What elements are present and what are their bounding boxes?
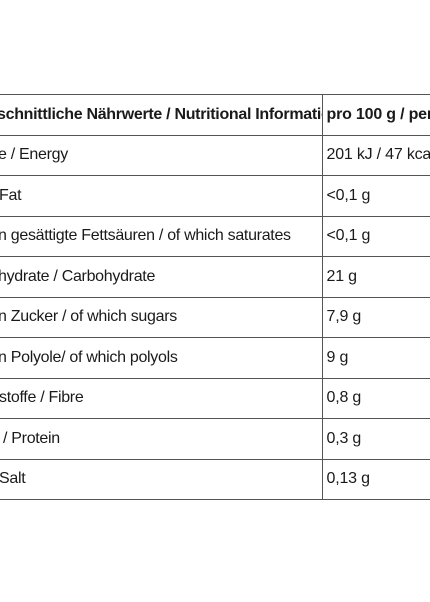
nutrient-label: stoffe / Fibre: [0, 389, 84, 407]
nutrient-label: Salt: [0, 470, 26, 488]
nutrition-table: schnittliche Nährwerte / Nutritional Inf…: [0, 94, 430, 500]
nutrient-value: 21 g: [326, 267, 358, 285]
header-label-cell: schnittliche Nährwerte / Nutritional Inf…: [0, 94, 323, 136]
nutrient-value-cell: 21 g: [321, 256, 430, 298]
header-value-cell: pro 100 g / per 1: [321, 94, 430, 136]
nutrient-value-cell: <0,1 g: [321, 215, 430, 257]
header-label: schnittliche Nährwerte / Nutritional Inf…: [0, 105, 322, 123]
table-row-carbohydrate: hydrate / Carbohydrate 21 g: [0, 256, 430, 298]
nutrient-value: <0,1 g: [326, 227, 371, 245]
nutrient-value-cell: 9 g: [321, 337, 430, 379]
table-row-saturates: n gesättigte Fettsäuren / of which satur…: [0, 215, 430, 257]
nutrient-value: 0,8 g: [326, 389, 362, 407]
nutrient-value-cell: 201 kJ / 47 kcal: [321, 134, 430, 176]
nutrient-label-cell: e / Energy: [0, 134, 323, 176]
nutrient-label-cell: Salt: [0, 458, 323, 500]
nutrient-label: hydrate / Carbohydrate: [0, 267, 156, 285]
nutrient-label-cell: n Zucker / of which sugars: [0, 296, 323, 338]
nutrient-value: 9 g: [326, 348, 349, 366]
nutrient-label: e / Energy: [0, 146, 68, 164]
nutrient-label: n Zucker / of which sugars: [0, 308, 177, 326]
nutrient-label-cell: stoffe / Fibre: [0, 377, 323, 419]
nutrient-label-cell: hydrate / Carbohydrate: [0, 256, 323, 298]
table-header-row: schnittliche Nährwerte / Nutritional Inf…: [0, 94, 430, 136]
nutrient-value-cell: 0,13 g: [321, 458, 430, 500]
table-row-sugars: n Zucker / of which sugars 7,9 g: [0, 296, 430, 338]
nutrient-value-cell: 0,8 g: [321, 377, 430, 419]
table-row-salt: Salt 0,13 g: [0, 458, 430, 500]
nutrient-value-cell: 7,9 g: [321, 296, 430, 338]
table-row-polyols: n Polyole/ of which polyols 9 g: [0, 337, 430, 379]
table-row-fat: Fat <0,1 g: [0, 175, 430, 217]
nutrient-label: Fat: [0, 186, 22, 204]
table-row-fibre: stoffe / Fibre 0,8 g: [0, 377, 430, 419]
nutrient-value: 0,3 g: [326, 429, 362, 447]
nutrient-label: n Polyole/ of which polyols: [0, 348, 178, 366]
nutrient-label: n gesättigte Fettsäuren / of which satur…: [0, 227, 291, 245]
nutrient-value: <0,1 g: [326, 186, 371, 204]
table-row-energy: e / Energy 201 kJ / 47 kcal: [0, 134, 430, 176]
header-value: pro 100 g / per 1: [326, 105, 430, 123]
nutrient-label-cell: n Polyole/ of which polyols: [0, 337, 323, 379]
nutrient-label-cell: n gesättigte Fettsäuren / of which satur…: [0, 215, 323, 257]
nutrient-value: 201 kJ / 47 kcal: [326, 146, 430, 164]
nutrient-label-cell: Fat: [0, 175, 323, 217]
nutrient-value-cell: <0,1 g: [321, 175, 430, 217]
table-row-protein: / Protein 0,3 g: [0, 418, 430, 460]
nutrient-label: / Protein: [3, 429, 60, 447]
nutrient-value: 7,9 g: [326, 308, 362, 326]
nutrient-value: 0,13 g: [326, 470, 370, 488]
nutrient-label-cell: / Protein: [0, 418, 323, 460]
nutrient-value-cell: 0,3 g: [321, 418, 430, 460]
